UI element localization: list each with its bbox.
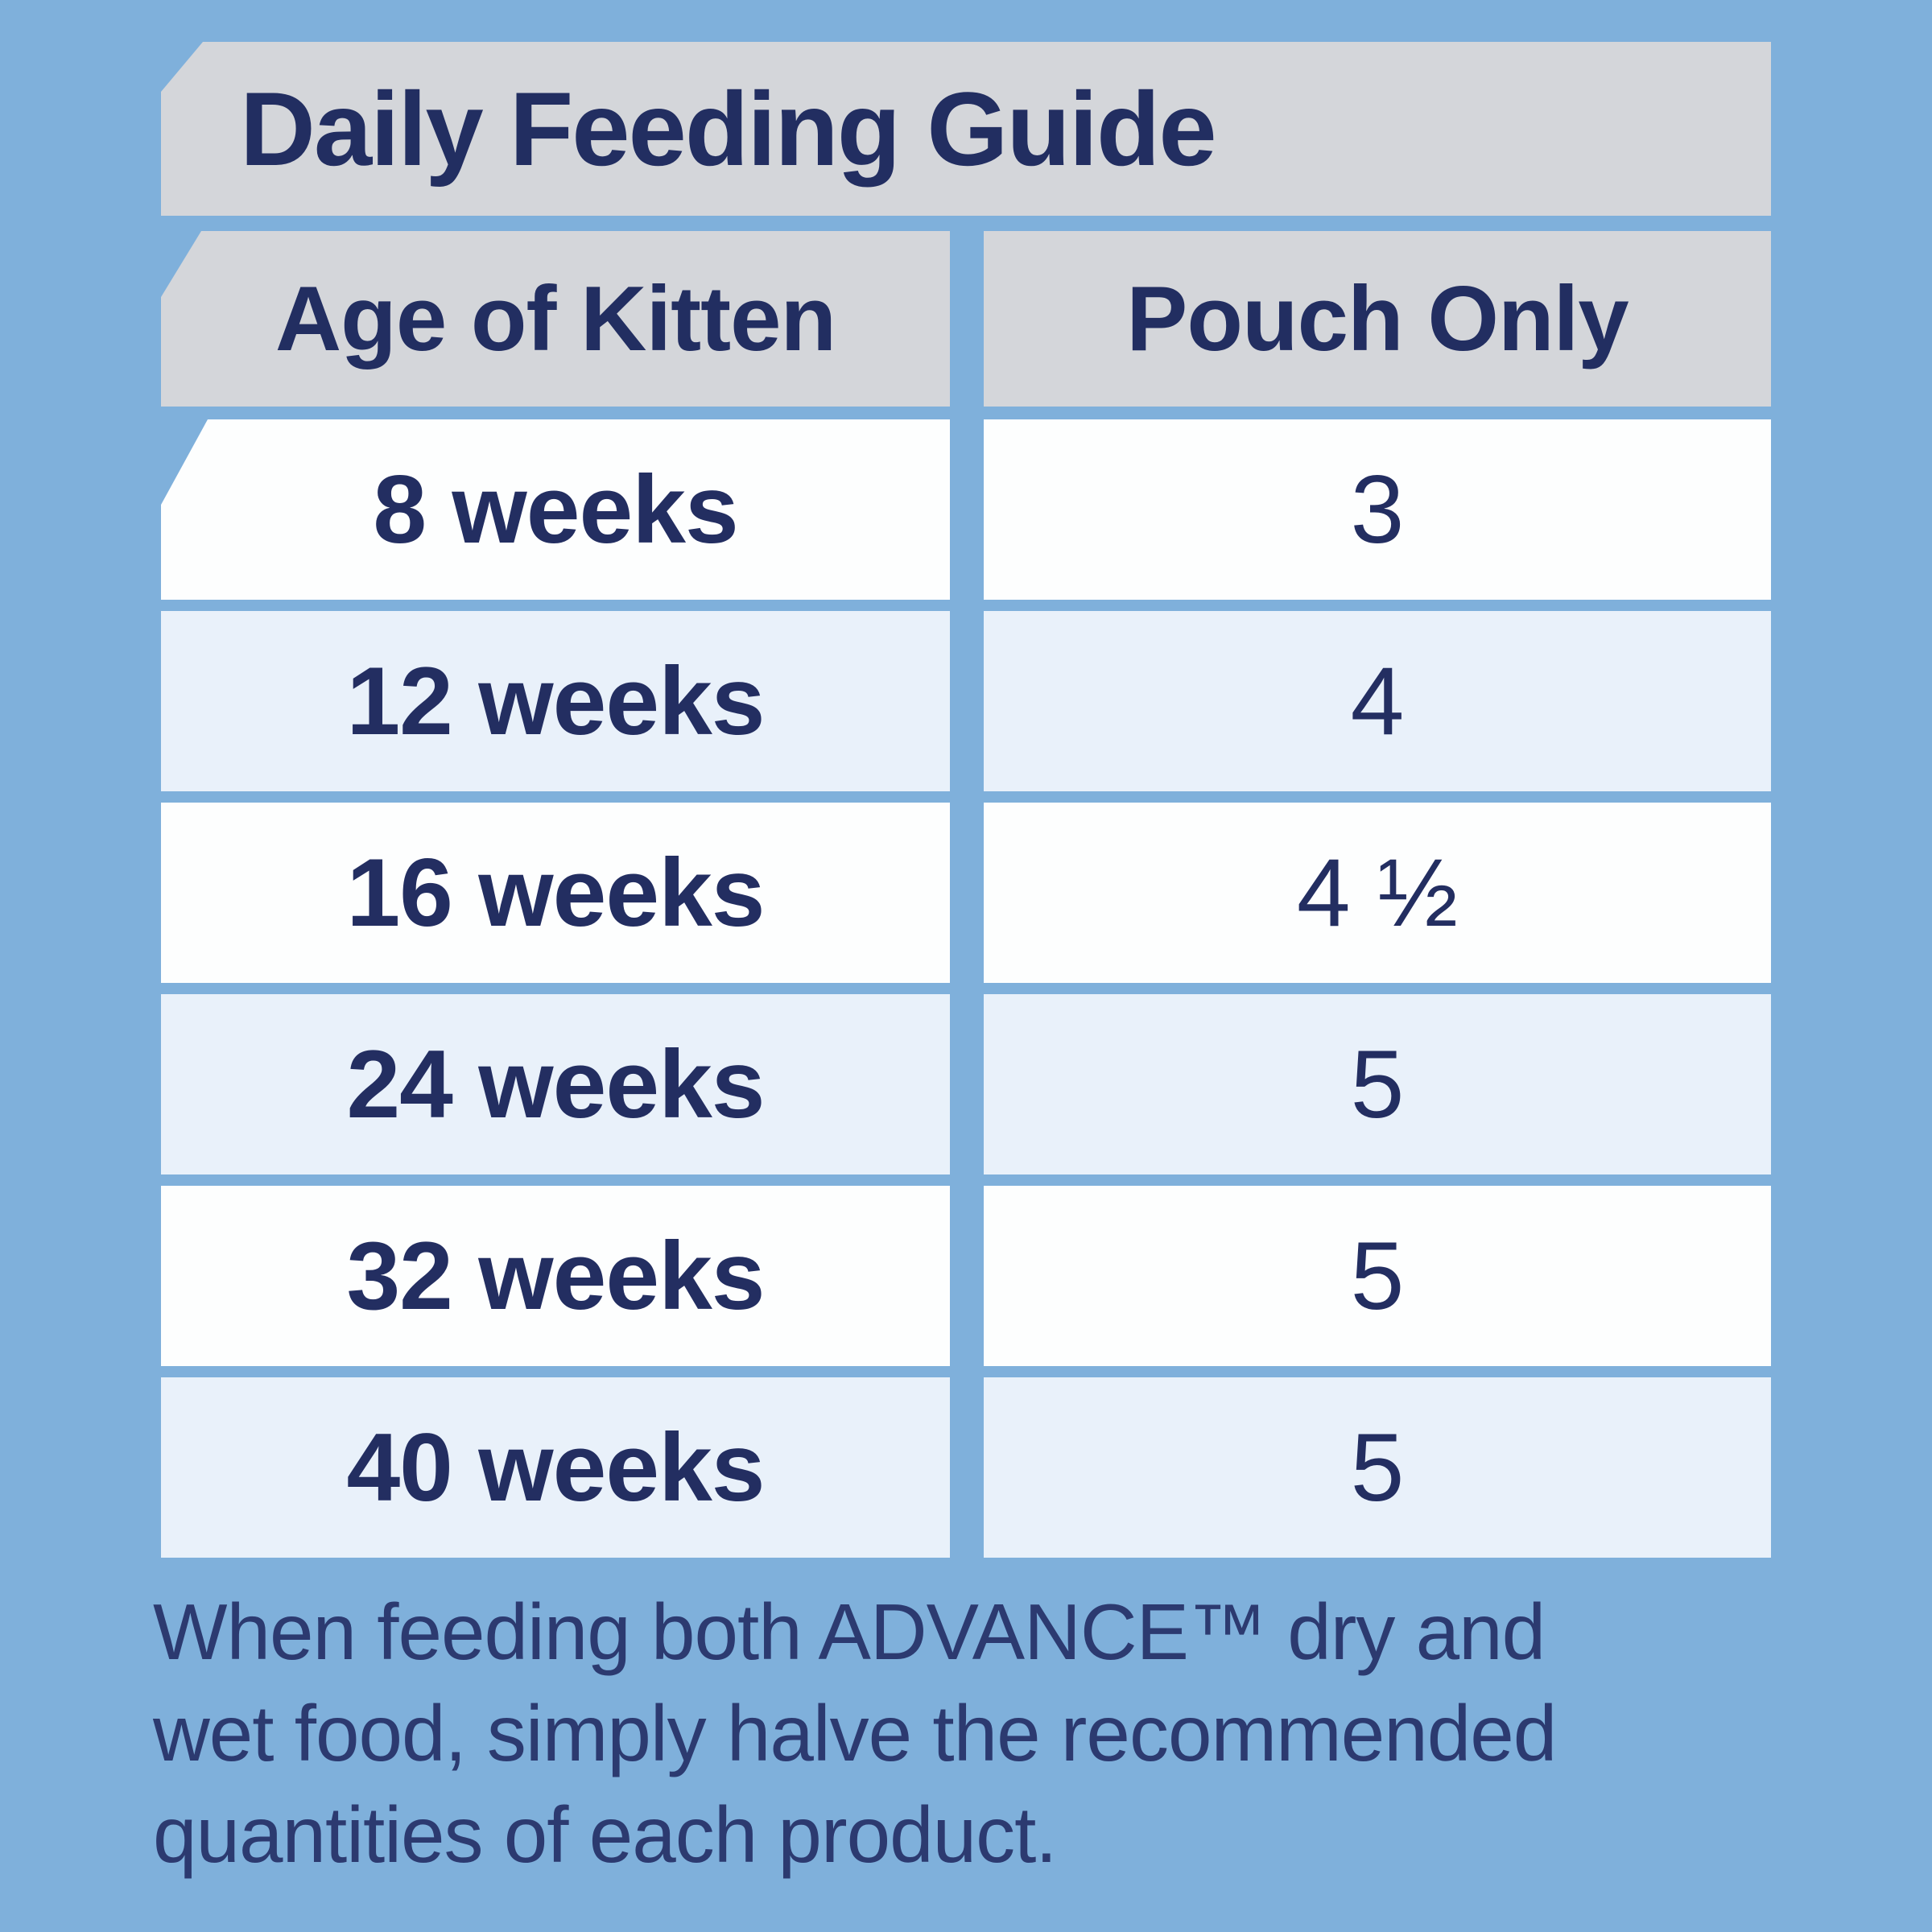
pouch-value: 5 bbox=[1350, 1030, 1405, 1138]
column-header-pouch: Pouch Only bbox=[984, 231, 1771, 407]
column-header-age: Age of Kitten bbox=[161, 231, 950, 407]
age-value: 40 weeks bbox=[346, 1414, 765, 1521]
table-row-pouch-cell: 4 bbox=[984, 611, 1771, 791]
footer-note-line: wet food, simply halve the recommended bbox=[153, 1689, 1557, 1777]
table-row-pouch-cell: 5 bbox=[984, 994, 1771, 1174]
table-row-age-cell: 40 weeks bbox=[161, 1377, 950, 1558]
table-row-age-cell: 12 weeks bbox=[161, 611, 950, 791]
table-row-pouch-cell: 5 bbox=[984, 1186, 1771, 1366]
pouch-value: 5 bbox=[1350, 1222, 1405, 1330]
page-title: Daily Feeding Guide bbox=[240, 70, 1217, 188]
pouch-value: 5 bbox=[1350, 1414, 1405, 1521]
table-row-age-cell: 8 weeks bbox=[161, 419, 950, 600]
footer-note-line: When feeding both ADVANCE™ dry and bbox=[153, 1587, 1546, 1676]
age-value: 8 weeks bbox=[373, 456, 738, 564]
table-row-pouch-cell: 4 ½ bbox=[984, 803, 1771, 983]
column-header-pouch-label: Pouch Only bbox=[1126, 267, 1629, 370]
pouch-value: 4 bbox=[1350, 647, 1405, 755]
age-value: 16 weeks bbox=[346, 839, 765, 947]
column-header-age-label: Age of Kitten bbox=[275, 267, 836, 370]
table-row-pouch-cell: 5 bbox=[984, 1377, 1771, 1558]
title-bar: Daily Feeding Guide bbox=[161, 42, 1771, 216]
footer-note: When feeding both ADVANCE™ dry and wet f… bbox=[153, 1581, 1787, 1885]
table-row-age-cell: 16 weeks bbox=[161, 803, 950, 983]
pouch-value: 3 bbox=[1350, 456, 1405, 564]
pouch-value: 4 ½ bbox=[1296, 839, 1459, 947]
table-row-age-cell: 24 weeks bbox=[161, 994, 950, 1174]
age-value: 32 weeks bbox=[346, 1222, 765, 1330]
table-row-age-cell: 32 weeks bbox=[161, 1186, 950, 1366]
age-value: 12 weeks bbox=[346, 647, 765, 755]
table-row-pouch-cell: 3 bbox=[984, 419, 1771, 600]
footer-note-line: quantities of each product. bbox=[153, 1790, 1058, 1879]
age-value: 24 weeks bbox=[346, 1030, 765, 1138]
